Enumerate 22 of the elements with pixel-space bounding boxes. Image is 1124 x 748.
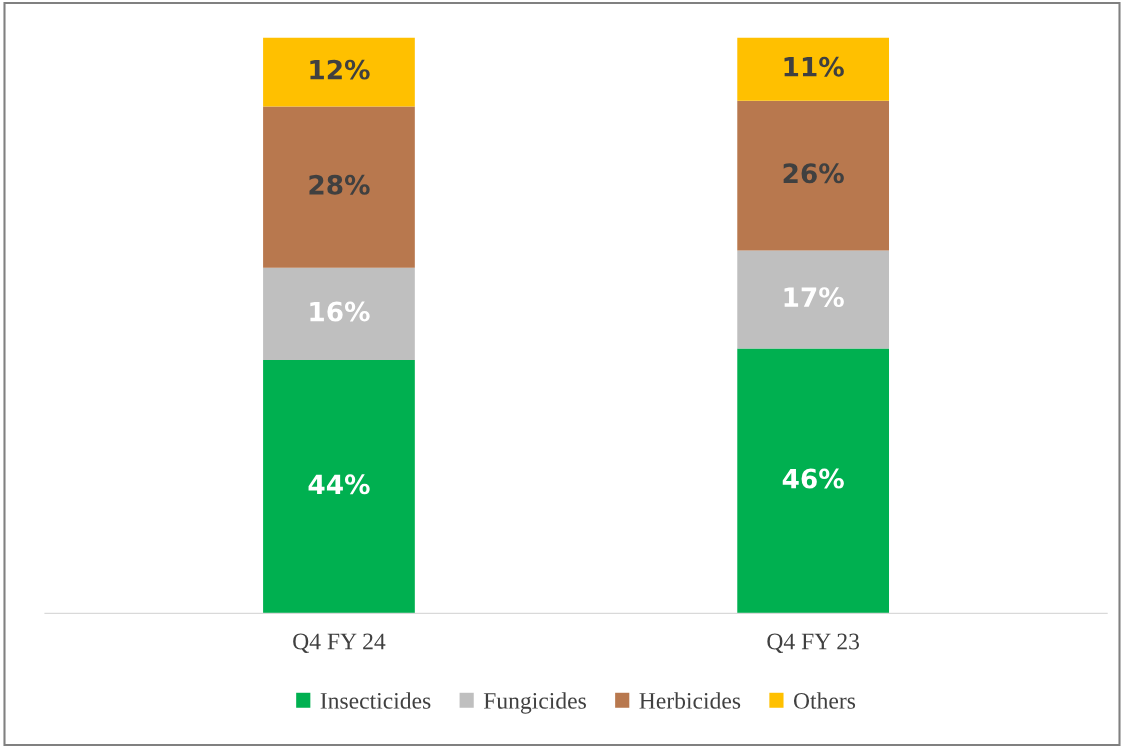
data-label: 46% bbox=[782, 468, 844, 489]
data-label: 17% bbox=[784, 287, 844, 308]
bar bbox=[263, 106, 415, 268]
bar bbox=[263, 267, 415, 360]
data-label: 12% bbox=[310, 59, 370, 80]
legend-label: Herbicides bbox=[639, 692, 741, 709]
x-tick-label: Q4 FY 24 bbox=[293, 633, 386, 654]
data-label: 44% bbox=[308, 474, 370, 495]
legend-label: Others bbox=[793, 692, 856, 709]
bar bbox=[737, 348, 890, 614]
bar bbox=[737, 37, 890, 101]
bar bbox=[737, 250, 890, 349]
data-label: 26% bbox=[783, 163, 844, 184]
data-label: 28% bbox=[309, 174, 370, 195]
data-label: 11% bbox=[784, 56, 844, 77]
legend-label: Fungicides bbox=[483, 692, 586, 714]
data-label: 16% bbox=[310, 301, 370, 322]
bar bbox=[263, 37, 415, 107]
bar bbox=[737, 100, 890, 251]
x-tick-label: Q4 FY 23 bbox=[767, 633, 860, 654]
bar bbox=[263, 359, 415, 614]
legend-label: Insecticides bbox=[320, 692, 431, 709]
